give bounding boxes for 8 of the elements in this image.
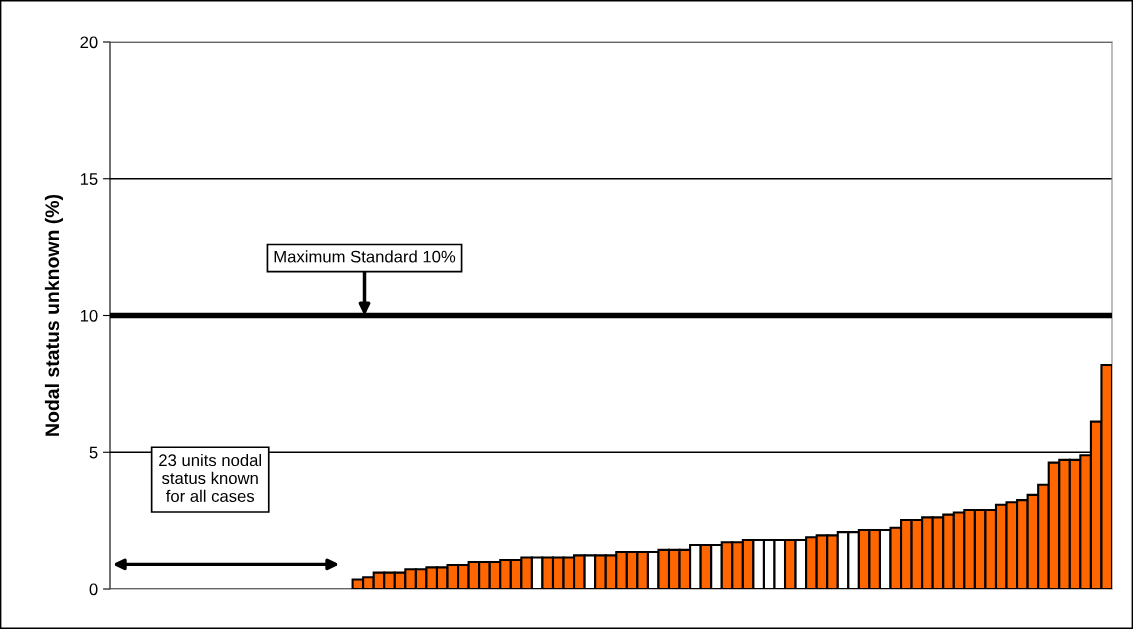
annotation: 23 units nodal status known for all cases [159, 453, 261, 503]
y-tick-label: 10 [80, 309, 98, 322]
y-axis-title: Nodal status unknown (%) [44, 194, 63, 436]
y-tick-label: 0 [89, 583, 98, 596]
ref-line-label: Maximum Standard 10% [274, 250, 456, 263]
y-tick-label: 20 [80, 36, 98, 49]
y-tick-label: 15 [80, 173, 98, 185]
y-tick-label: 5 [89, 446, 98, 459]
